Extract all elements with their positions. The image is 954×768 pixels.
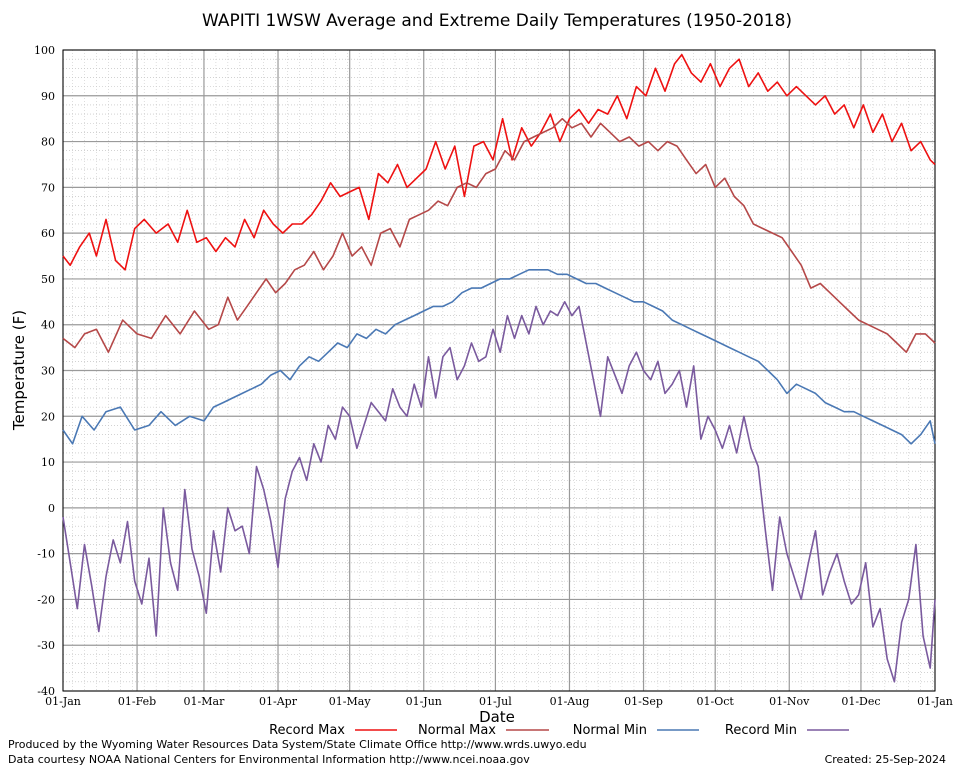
y-tick-label: 30 [41,365,55,378]
y-tick-label: 100 [34,44,55,57]
y-tick-label: -30 [37,639,55,652]
y-tick-label: -10 [37,548,55,561]
x-tick-label: 01-Jun [406,695,442,708]
y-tick-label: 60 [41,227,55,240]
x-tick-label: 01-Oct [697,695,735,708]
y-axis-label: Temperature (F) [10,310,28,431]
series-line-normal-max [62,117,936,354]
y-tick-label: -20 [37,593,55,606]
plot-frame [62,49,936,692]
legend-label: Record Max [269,723,345,738]
y-tick-label: 50 [41,273,55,286]
x-tick-label: 01-Feb [118,695,156,708]
x-tick-label: 01-Jul [479,695,512,708]
x-axis-label: Date [479,708,515,726]
x-tick-label: 01-Sep [624,695,663,708]
series-line-normal-min [62,268,936,445]
chart-title: WAPITI 1WSW Average and Extreme Daily Te… [202,11,792,31]
x-tick-label: 01-Dec [841,695,880,708]
x-tick-labels: 01-Jan 01-Feb 01-Mar 01-Apr 01-May 01-Jun 01-J… [45,695,953,708]
y-tick-label: 0 [48,502,55,515]
credit-produced-by: Produced by the Wyoming Water Resources … [8,738,587,751]
created-date: Created: 25-Sep-2024 [825,753,946,766]
series-line-record-max [62,53,936,271]
y-tick-label: 80 [41,136,55,149]
y-tick-label: 90 [41,90,55,103]
major-grid [62,49,936,692]
legend-label: Normal Min [573,723,647,738]
x-tick-label: 01-Jan [917,695,953,708]
x-tick-label: 01-May [329,695,372,708]
x-tick-label: 01-Jan [45,695,81,708]
series-line-record-min [62,300,936,683]
x-tick-label: 01-Apr [259,695,298,708]
legend-label: Record Min [725,723,797,738]
y-tick-label: -40 [37,685,55,698]
x-tick-label: 01-Mar [184,695,226,708]
x-tick-label: 01-Nov [769,695,810,708]
y-tick-label: 10 [41,456,55,469]
legend-label: Normal Max [418,723,496,738]
y-tick-label: 70 [41,181,55,194]
x-tick-label: 01-Aug [550,695,590,708]
credit-data-courtesy: Data courtesy NOAA National Centers for … [8,753,530,766]
y-tick-labels: -40 -30 -20 -10 0 10 20 30 40 50 60 70 80 90 100 [34,44,55,698]
legend: Record Max Normal Max Normal Min Record Min [269,723,849,738]
y-tick-label: 40 [41,319,55,332]
series-layer [62,53,936,683]
y-tick-label: 20 [41,410,55,423]
